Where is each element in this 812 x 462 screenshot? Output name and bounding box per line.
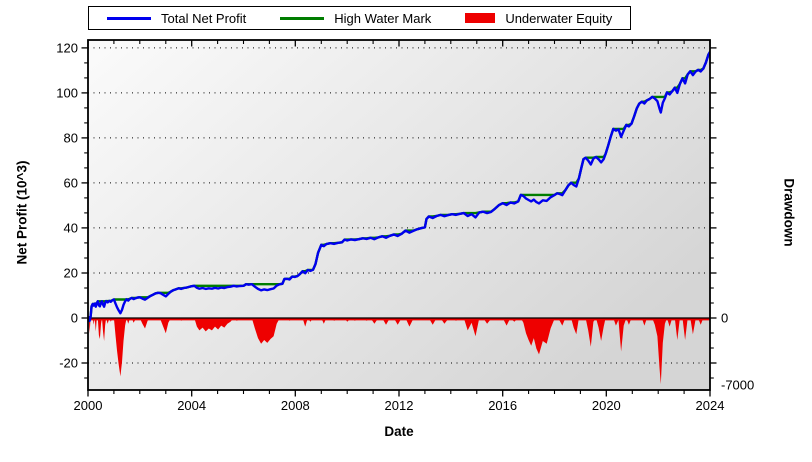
legend-label: Total Net Profit — [161, 10, 247, 26]
svg-text:20: 20 — [64, 266, 78, 281]
svg-text:40: 40 — [64, 221, 78, 236]
line-swatch-blue — [107, 16, 151, 20]
svg-text:0: 0 — [71, 311, 78, 326]
svg-text:-7000: -7000 — [721, 378, 754, 393]
svg-text:100: 100 — [56, 85, 78, 100]
line-swatch-green — [280, 16, 325, 20]
legend-item-high-water-mark: High Water Mark — [280, 11, 431, 26]
svg-text:0: 0 — [721, 311, 728, 326]
legend-item-underwater-equity: Underwater Equity — [465, 11, 612, 26]
svg-text:120: 120 — [56, 40, 78, 55]
fill-swatch-red — [465, 13, 496, 23]
svg-text:-20: -20 — [59, 356, 78, 371]
svg-text:80: 80 — [64, 131, 78, 146]
svg-text:2004: 2004 — [177, 398, 206, 413]
svg-text:2012: 2012 — [385, 398, 414, 413]
legend-item-total-net-profit: Total Net Profit — [107, 11, 246, 26]
legend-label: High Water Mark — [334, 10, 432, 26]
svg-text:2020: 2020 — [592, 398, 621, 413]
svg-text:60: 60 — [64, 176, 78, 191]
svg-text:2008: 2008 — [281, 398, 310, 413]
svg-text:2024: 2024 — [696, 398, 725, 413]
svg-text:2000: 2000 — [74, 398, 103, 413]
x-axis-title: Date — [384, 424, 414, 439]
chart-legend: Total Net Profit High Water Mark Underwa… — [88, 6, 632, 30]
legend-label: Underwater Equity — [505, 10, 613, 26]
svg-text:2016: 2016 — [488, 398, 517, 413]
